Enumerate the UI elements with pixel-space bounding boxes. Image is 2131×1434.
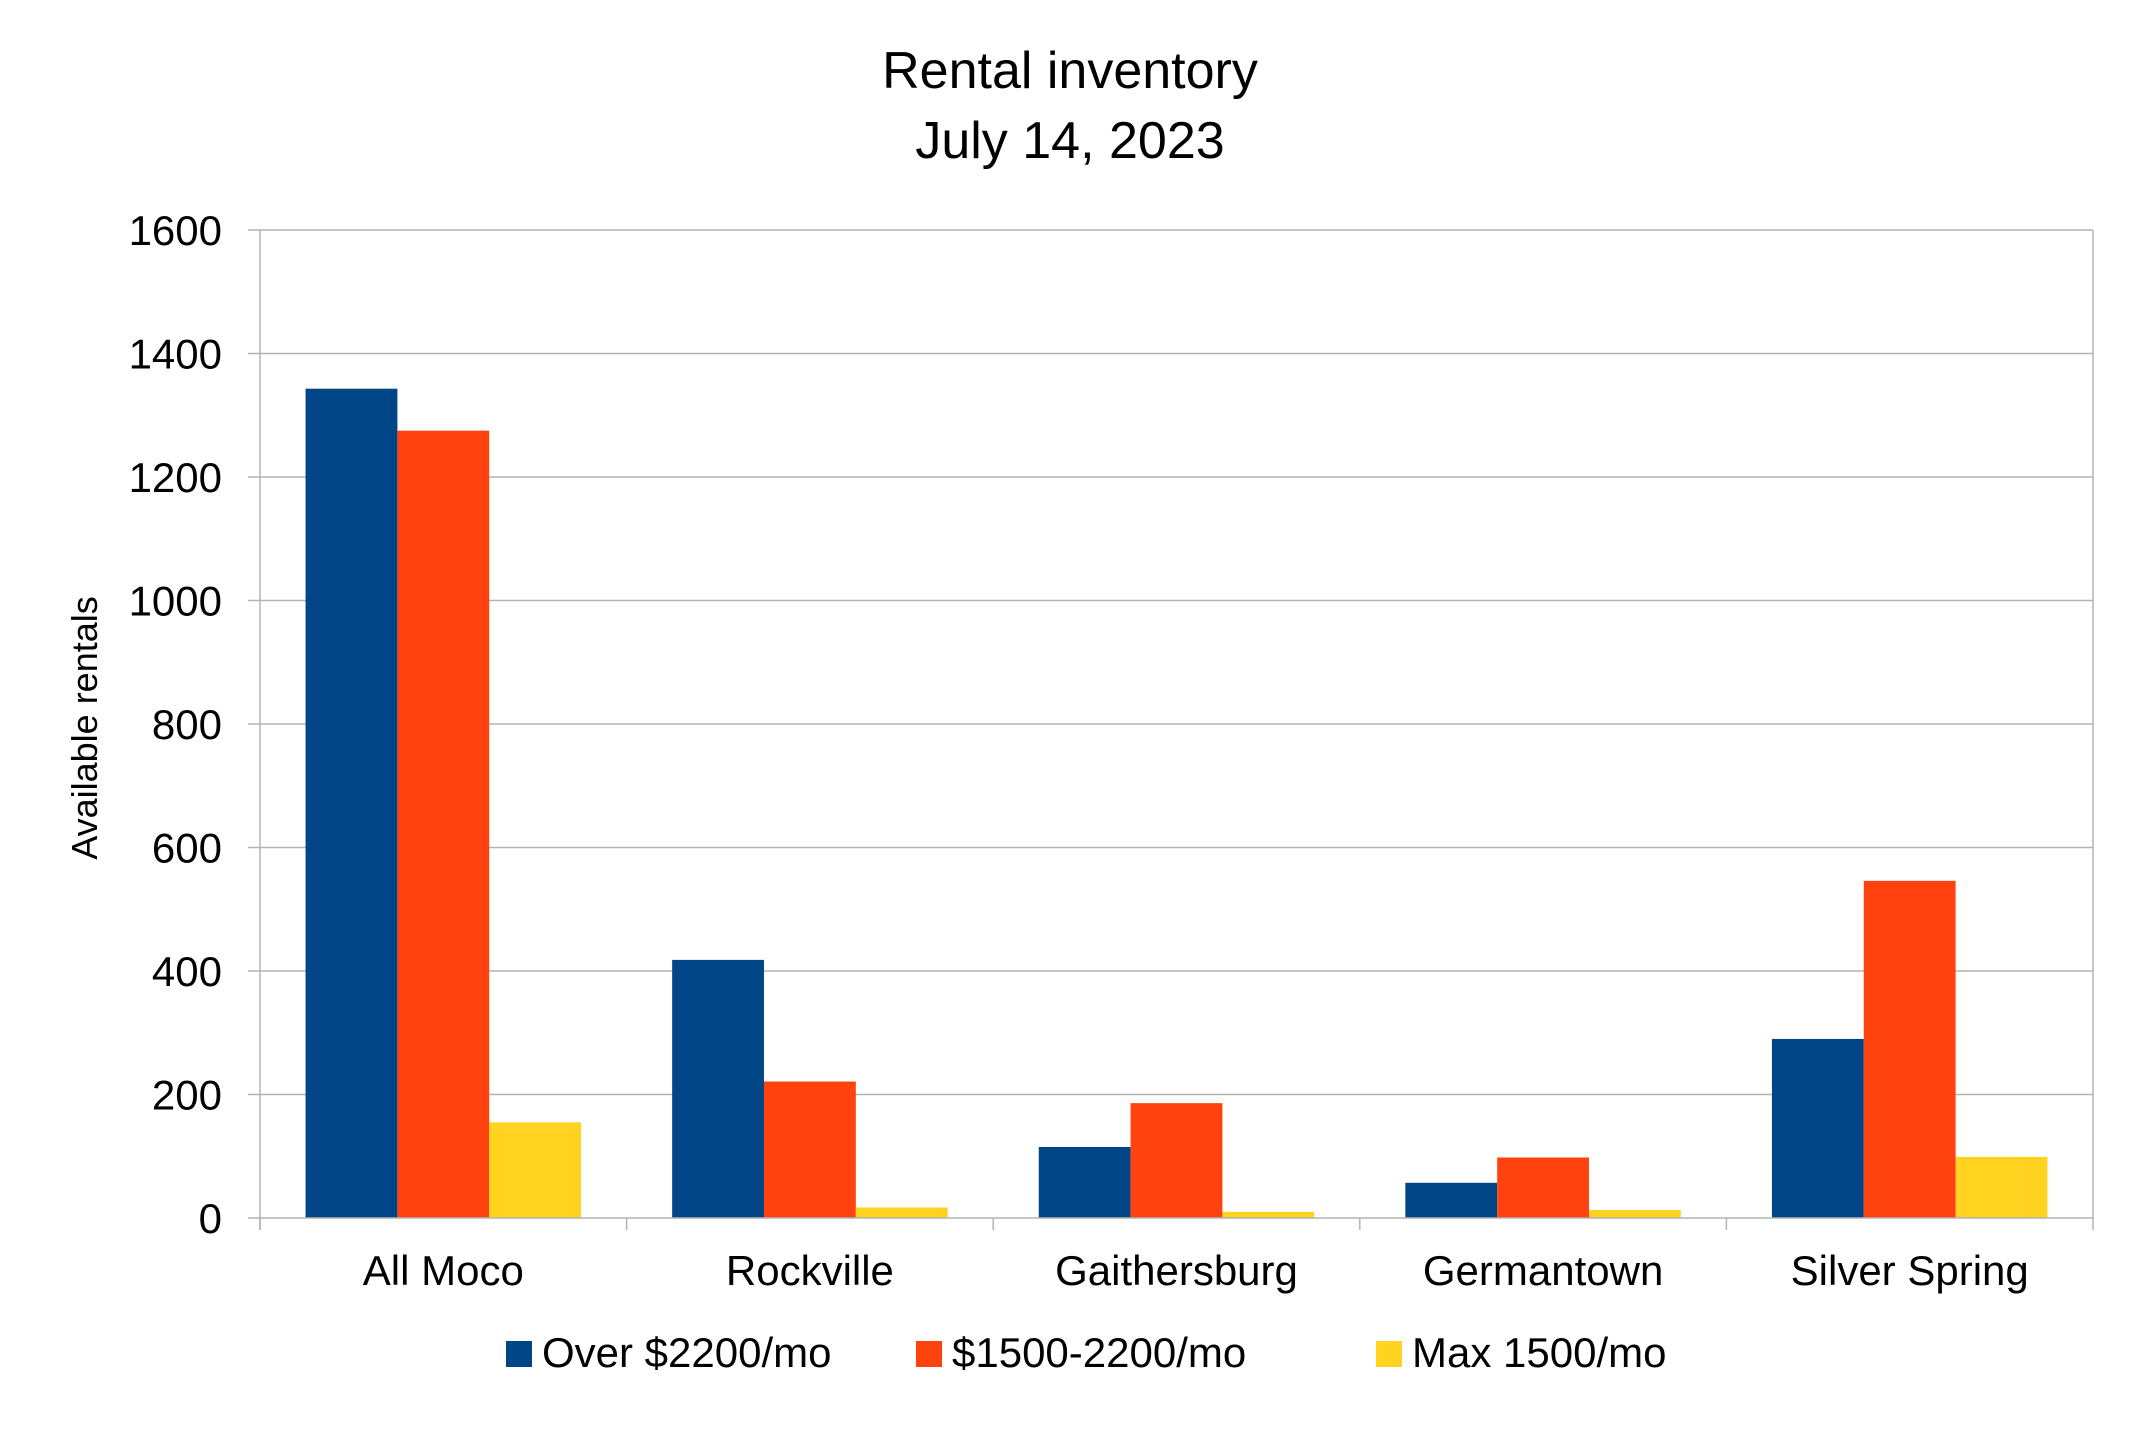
bar (1038, 1146, 1131, 1218)
y-tick-label: 1200 (129, 454, 222, 501)
bars (305, 388, 2048, 1218)
y-tick-label: 1600 (129, 207, 222, 254)
legend-label: Over $2200/mo (542, 1329, 832, 1376)
bar (1771, 1038, 1864, 1218)
bar (672, 959, 764, 1218)
y-tick-label: 0 (199, 1195, 222, 1242)
y-tick-label: 200 (152, 1072, 222, 1119)
x-category-label: All Moco (363, 1247, 524, 1294)
legend-swatch (1376, 1341, 1402, 1367)
x-category-label: Gaithersburg (1055, 1247, 1298, 1294)
bar (1405, 1182, 1498, 1218)
bar (305, 388, 398, 1218)
y-tick-label: 400 (152, 948, 222, 995)
y-tick-labels: 0 200 400 600 800 1000 1200 1400 1600 (129, 207, 222, 1242)
y-tick-label: 1000 (129, 578, 222, 625)
category-labels: All Moco Rockville Gaithersburg Germantown S… (363, 1247, 2029, 1294)
bar (1589, 1209, 1681, 1218)
y-tick-label: 600 (152, 825, 222, 872)
x-category-label: Silver Spring (1791, 1247, 2029, 1294)
legend-label: $1500-2200/mo (952, 1329, 1246, 1376)
bar (763, 1081, 856, 1218)
bar (1955, 1156, 2048, 1218)
bar (1222, 1211, 1315, 1218)
x-category-label: Germantown (1423, 1247, 1663, 1294)
legend-label: Max 1500/mo (1412, 1329, 1666, 1376)
bar (1497, 1157, 1590, 1218)
legend-swatch (506, 1341, 532, 1367)
bar (855, 1207, 948, 1218)
axes (248, 229, 2094, 1230)
y-axis-title: Available rentals (64, 596, 105, 860)
chart-title-line-2: July 14, 2023 (915, 112, 1224, 170)
bar (397, 430, 490, 1218)
legend-swatch (916, 1341, 942, 1367)
bar (489, 1122, 582, 1218)
legend: Over $2200/mo $1500-2200/mo Max 1500/mo (506, 1329, 1666, 1376)
grid-lines (260, 229, 2093, 1096)
x-category-label: Rockville (726, 1247, 894, 1294)
bar (1863, 880, 1956, 1218)
y-tick-label: 1400 (129, 331, 222, 378)
bar (1130, 1103, 1223, 1218)
chart-title-line-1: Rental inventory (882, 42, 1258, 100)
y-tick-label: 800 (152, 701, 222, 748)
